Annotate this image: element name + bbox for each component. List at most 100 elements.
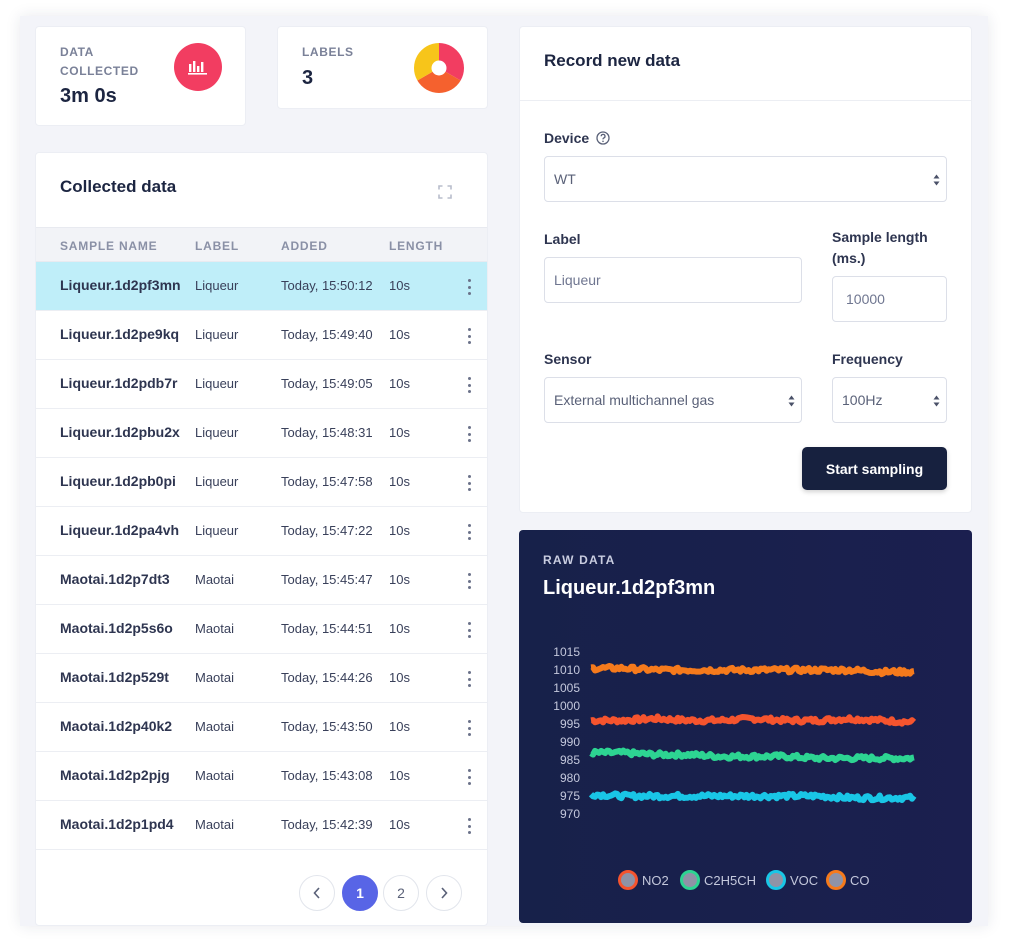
sample-name[interactable]: Maotai.1d2p2pjg	[60, 767, 170, 783]
start-sampling-button[interactable]: Start sampling	[802, 447, 947, 490]
column-sample-name[interactable]: SAMPLE NAME	[60, 239, 158, 253]
sample-name[interactable]: Liqueur.1d2pa4vh	[60, 522, 180, 538]
table-row[interactable]: Liqueur.1d2pb0pi Liqueur Today, 15:47:58 10…	[36, 458, 487, 507]
sample-label: Maotai	[195, 621, 235, 636]
more-options-icon[interactable]	[464, 279, 474, 295]
more-options-icon[interactable]	[464, 622, 474, 638]
table-row[interactable]: Maotai.1d2p1pd4 Maotai Today, 15:42:39 10s	[36, 801, 487, 850]
raw-data-title: Liqueur.1d2pf3mn	[543, 577, 716, 599]
sample-label: Liqueur	[195, 376, 239, 391]
sample-length-input[interactable]: 10000	[832, 276, 947, 322]
sample-length: 10s	[389, 474, 410, 489]
legend-item-voc[interactable]: VOC	[766, 870, 818, 890]
more-options-icon[interactable]	[464, 769, 474, 785]
more-options-icon[interactable]	[464, 377, 474, 393]
more-options-icon[interactable]	[464, 573, 474, 589]
series-line-voc	[588, 790, 917, 804]
frequency-select[interactable]: 100Hz	[832, 377, 947, 423]
table-row[interactable]: Liqueur.1d2pdb7r Liqueur Today, 15:49:05 10…	[36, 360, 487, 409]
more-options-icon[interactable]	[464, 328, 474, 344]
sample-name[interactable]: Maotai.1d2p1pd4	[60, 816, 174, 832]
sample-name[interactable]: Maotai.1d2p40k2	[60, 718, 173, 734]
legend-label: NO2	[642, 872, 669, 888]
legend-item-c2h5ch[interactable]: C2H5CH	[680, 870, 756, 890]
frequency-select-value: 100Hz	[842, 392, 883, 408]
sample-label: Maotai	[195, 572, 235, 587]
sample-name[interactable]: Liqueur.1d2pb0pi	[60, 473, 176, 489]
column-added[interactable]: ADDED	[281, 239, 328, 253]
collected-data-title: Collected data	[60, 177, 177, 196]
table-row[interactable]: Maotai.1d2p529t Maotai Today, 15:44:26 10s	[36, 654, 487, 703]
more-options-icon[interactable]	[464, 524, 474, 540]
sample-added: Today, 15:50:12	[281, 278, 373, 293]
sample-label: Liqueur	[195, 327, 239, 342]
sample-name[interactable]: Maotai.1d2p5s6o	[60, 620, 173, 636]
chevron-left-icon	[313, 887, 320, 899]
table-row[interactable]: Maotai.1d2p2pjg Maotai Today, 15:43:08 10s	[36, 752, 487, 801]
more-options-icon[interactable]	[464, 818, 474, 834]
sample-name[interactable]: Maotai.1d2p529t	[60, 669, 169, 685]
sample-name[interactable]: Liqueur.1d2pf3mn	[60, 277, 181, 293]
pagination-page-1[interactable]: 1	[342, 875, 378, 911]
series-line-c2h5ch	[589, 747, 915, 764]
pie-chart-icon	[414, 43, 464, 93]
labels-label: LABELS	[302, 45, 354, 59]
help-icon[interactable]	[596, 131, 610, 145]
legend-swatch	[766, 870, 786, 890]
expand-icon[interactable]	[438, 185, 452, 199]
sample-added: Today, 15:49:40	[281, 327, 373, 342]
sensor-select[interactable]: External multichannel gas	[544, 377, 802, 423]
data-collected-value: 3m 0s	[60, 85, 117, 107]
series-line-no2	[590, 713, 917, 727]
table-row[interactable]: Liqueur.1d2pe9kq Liqueur Today, 15:49:40 10…	[36, 311, 487, 360]
sample-added: Today, 15:47:58	[281, 474, 373, 489]
table-row[interactable]: Liqueur.1d2pf3mn Liqueur Today, 15:50:12 10…	[36, 262, 487, 311]
select-arrows-icon	[933, 174, 940, 186]
sample-name[interactable]: Liqueur.1d2pe9kq	[60, 326, 180, 342]
pagination-next-button[interactable]	[426, 875, 462, 911]
sample-length: 10s	[389, 327, 410, 342]
y-tick-label: 1005	[553, 681, 580, 695]
more-options-icon[interactable]	[464, 720, 474, 736]
column-label[interactable]: LABEL	[195, 239, 239, 253]
legend-swatch	[826, 870, 846, 890]
sample-length: 10s	[389, 768, 410, 783]
sample-length: 10s	[389, 670, 410, 685]
legend-item-no2[interactable]: NO2	[618, 870, 669, 890]
sample-name[interactable]: Liqueur.1d2pbu2x	[60, 424, 180, 440]
series-line-co	[590, 663, 915, 678]
pagination-page-2[interactable]: 2	[383, 875, 419, 911]
more-options-icon[interactable]	[464, 671, 474, 687]
sensor-label: Sensor	[544, 351, 592, 367]
table-row[interactable]: Liqueur.1d2pa4vh Liqueur Today, 15:47:22 10…	[36, 507, 487, 556]
column-length[interactable]: LENGTH	[389, 239, 444, 253]
raw-data-card: RAW DATA Liqueur.1d2pf3mn 1015 1010 1005 10…	[519, 530, 972, 923]
y-tick-label: 990	[560, 735, 580, 749]
sample-name[interactable]: Maotai.1d2p7dt3	[60, 571, 170, 587]
sample-length-value: 10000	[846, 291, 885, 307]
sample-added: Today, 15:48:31	[281, 425, 373, 440]
table-row[interactable]: Maotai.1d2p7dt3 Maotai Today, 15:45:47 10s	[36, 556, 487, 605]
sample-label: Liqueur	[195, 278, 239, 293]
legend-label: VOC	[790, 872, 819, 888]
table-row[interactable]: Maotai.1d2p40k2 Maotai Today, 15:43:50 10s	[36, 703, 487, 752]
sample-name[interactable]: Liqueur.1d2pdb7r	[60, 375, 178, 391]
sample-added: Today, 15:47:22	[281, 523, 373, 538]
label-input[interactable]: Liqueur	[544, 257, 802, 303]
more-options-icon[interactable]	[464, 475, 474, 491]
sample-added: Today, 15:43:08	[281, 768, 373, 783]
pagination-prev-button[interactable]	[299, 875, 335, 911]
sample-label: Liqueur	[195, 523, 239, 538]
labels-value: 3	[302, 67, 314, 89]
sample-length: 10s	[389, 572, 410, 587]
device-select[interactable]: WT	[544, 156, 947, 202]
sample-added: Today, 15:49:05	[281, 376, 373, 391]
legend-item-co[interactable]: CO	[826, 870, 870, 890]
sample-added: Today, 15:44:51	[281, 621, 373, 636]
more-options-icon[interactable]	[464, 426, 474, 442]
table-row[interactable]: Liqueur.1d2pbu2x Liqueur Today, 15:48:31 10…	[36, 409, 487, 458]
sample-added: Today, 15:44:26	[281, 670, 373, 685]
table-row[interactable]: Maotai.1d2p5s6o Maotai Today, 15:44:51 10s	[36, 605, 487, 654]
y-tick-label: 970	[560, 807, 580, 821]
sample-length: 10s	[389, 817, 410, 832]
